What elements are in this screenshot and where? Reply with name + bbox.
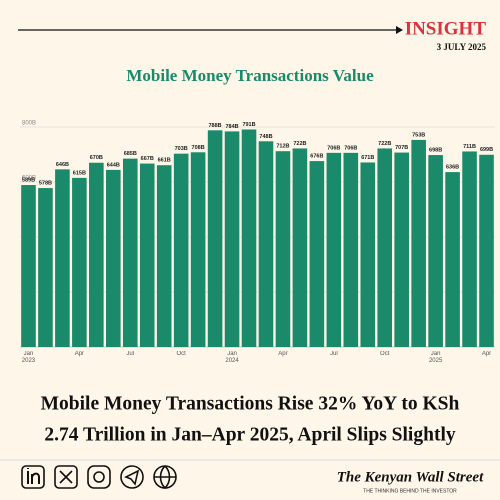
value-label: 703B bbox=[175, 146, 188, 152]
x-tick-label: Jul bbox=[126, 351, 135, 357]
value-label: 685B bbox=[124, 151, 137, 157]
x-tick-label: Jul bbox=[329, 351, 338, 357]
x-tick-label: Oct bbox=[380, 351, 390, 357]
value-label: 784B bbox=[225, 124, 238, 130]
bar bbox=[445, 172, 460, 347]
bar bbox=[38, 188, 53, 347]
x-tick-label-box: Oct bbox=[380, 351, 390, 357]
x-tick-label: Apr bbox=[278, 351, 288, 357]
x-tick-label-box: Jan 2025 bbox=[428, 351, 443, 364]
bar bbox=[207, 130, 223, 347]
bar bbox=[377, 148, 393, 347]
value-label: 667B bbox=[141, 156, 154, 162]
social-icons bbox=[21, 465, 177, 490]
value-label: 706B bbox=[327, 145, 340, 151]
instagram-icon bbox=[87, 465, 111, 489]
telegram-glyph bbox=[124, 469, 140, 486]
instagram-lens bbox=[93, 471, 105, 483]
bar bbox=[190, 152, 206, 347]
bar bbox=[292, 148, 308, 347]
x-tick-label: Apr bbox=[74, 351, 85, 357]
value-label: 748B bbox=[259, 134, 272, 140]
value-label: 676B bbox=[310, 154, 323, 160]
x-glyph bbox=[59, 470, 73, 484]
value-label: 644B bbox=[107, 162, 120, 168]
bar bbox=[326, 152, 342, 347]
x-tick-label-box: Apr bbox=[278, 351, 288, 357]
value-label: 722B bbox=[293, 141, 306, 147]
value-label: 788B bbox=[209, 123, 222, 129]
value-label: 646B bbox=[56, 162, 69, 168]
value-label: 699B bbox=[480, 147, 493, 153]
bar bbox=[55, 169, 70, 347]
value-label: 706B bbox=[344, 145, 357, 151]
bar bbox=[139, 163, 155, 347]
bar bbox=[394, 152, 409, 347]
bar bbox=[428, 155, 443, 347]
tagline: THE THINKING BEHIND THE INVESTOR bbox=[363, 488, 457, 494]
bar bbox=[72, 177, 87, 347]
value-label: 636B bbox=[446, 165, 459, 171]
telegram-icon bbox=[120, 465, 144, 489]
x-tick-label: Jan 2023 bbox=[21, 351, 36, 364]
value-label: 753B bbox=[412, 132, 425, 138]
bar bbox=[275, 151, 291, 347]
x-icon bbox=[54, 465, 78, 489]
insight-tag: INSIGHT bbox=[405, 18, 487, 39]
chart-title: Mobile Money Transactions Value bbox=[126, 66, 374, 85]
x-tick-label-box: Jul bbox=[126, 351, 135, 357]
linkedin-glyph bbox=[27, 468, 40, 484]
value-label: 791B bbox=[242, 122, 255, 128]
bar bbox=[224, 131, 240, 347]
x-tick-label-box: Oct bbox=[176, 351, 186, 357]
x-tick-label-box: Jan 2024 bbox=[225, 351, 239, 364]
headline-line: Mobile Money Transactions Rise 32% YoY t… bbox=[41, 393, 460, 414]
value-label: 707B bbox=[395, 145, 408, 151]
value-label: 712B bbox=[276, 144, 289, 150]
value-label: 711B bbox=[463, 144, 476, 150]
bar bbox=[21, 185, 36, 347]
value-label: 578B bbox=[39, 181, 52, 187]
bar bbox=[89, 162, 104, 347]
x-tick-label-box: Jul bbox=[329, 351, 338, 357]
value-label: 698B bbox=[429, 148, 442, 154]
bar bbox=[173, 153, 189, 347]
bar bbox=[106, 169, 121, 347]
value-label: 722B bbox=[378, 141, 391, 147]
bar bbox=[479, 154, 494, 347]
x-tick-label-box: Apr bbox=[74, 351, 85, 357]
value-label: 661B bbox=[158, 158, 171, 164]
x-tick-label: Jan 2025 bbox=[428, 351, 443, 364]
bar bbox=[309, 161, 325, 347]
x-tick-label: Apr bbox=[481, 351, 492, 357]
y-tick-label: 600B bbox=[22, 176, 36, 182]
bar bbox=[462, 151, 477, 347]
x-tick-label: Jan 2024 bbox=[225, 351, 239, 364]
web-glyph bbox=[154, 465, 176, 490]
bar bbox=[411, 139, 426, 347]
bar bbox=[258, 141, 274, 347]
value-label: 670B bbox=[90, 155, 103, 161]
bar bbox=[343, 152, 359, 347]
value-label: 615B bbox=[73, 170, 86, 176]
y-tick-label: 800B bbox=[22, 121, 36, 127]
linkedin-icon bbox=[21, 465, 45, 489]
bar bbox=[241, 129, 257, 347]
value-label: 589B bbox=[22, 177, 35, 183]
bar bbox=[360, 162, 376, 347]
x-tick-label-box: Jan 2023 bbox=[21, 351, 36, 364]
header-arrow bbox=[396, 26, 403, 34]
date: 3 JULY 2025 bbox=[437, 42, 487, 52]
bar bbox=[122, 158, 138, 347]
headline-line: 2.74 Trillion in Jan–Apr 2025, April Sli… bbox=[44, 424, 455, 445]
brand: The Kenyan Wall Street bbox=[337, 469, 484, 485]
value-label: 708B bbox=[192, 145, 205, 151]
bar bbox=[156, 165, 172, 347]
x-tick-label: Oct bbox=[176, 351, 186, 357]
value-label: 671B bbox=[361, 155, 374, 161]
x-tick-label-box: Apr bbox=[481, 351, 492, 357]
